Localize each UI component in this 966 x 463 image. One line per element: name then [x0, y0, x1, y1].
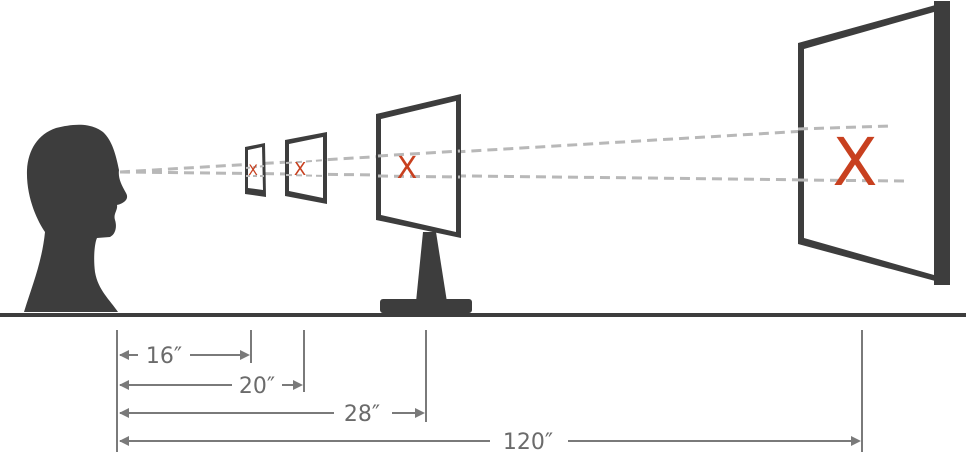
- dimension-20: [119, 380, 303, 390]
- dimension-28: [119, 408, 425, 418]
- dimension-16: [119, 350, 250, 360]
- desktop-monitor: X: [376, 94, 472, 313]
- distance-label-16: 16″: [146, 344, 182, 369]
- distance-label-120: 120″: [503, 430, 553, 455]
- tv-target-mark: X: [832, 124, 877, 201]
- distance-label-20: 20″: [239, 374, 275, 399]
- extension-lines: [116, 330, 863, 452]
- phone-screen: X: [245, 143, 266, 197]
- phone-target-mark: X: [248, 163, 258, 179]
- sight-line-lower: [119, 170, 906, 183]
- ground-line: [0, 313, 966, 317]
- sight-line-upper: [119, 124, 891, 174]
- tablet-target-mark: X: [294, 159, 306, 180]
- tablet-screen: X: [285, 132, 327, 204]
- distance-label-28: 28″: [344, 402, 380, 427]
- dimension-120: [119, 436, 861, 446]
- monitor-target-mark: X: [397, 151, 418, 186]
- tv-screen: X: [797, 1, 950, 285]
- head-silhouette: [24, 124, 128, 312]
